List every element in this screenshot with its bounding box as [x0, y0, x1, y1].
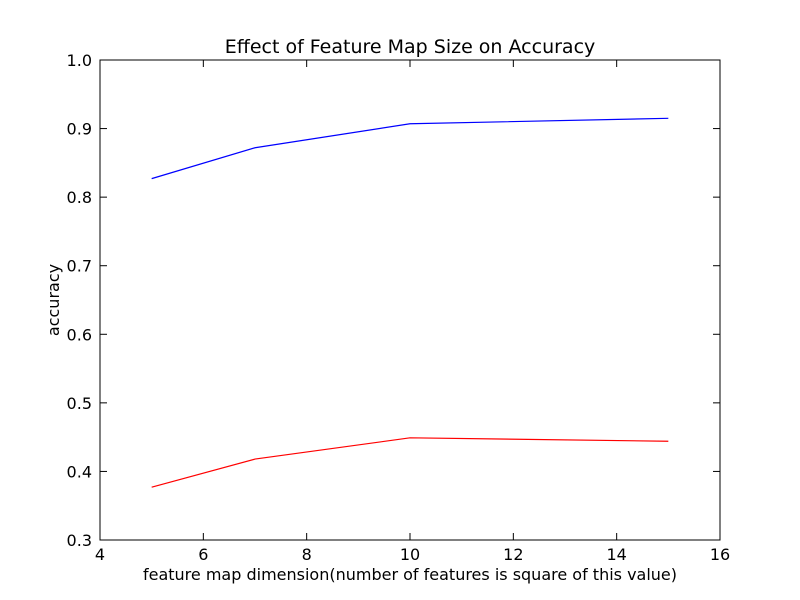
x-axis-title: feature map dimension(number of features… — [143, 565, 677, 584]
y-tick-label: 1.0 — [67, 51, 92, 70]
x-tick-label: 12 — [503, 545, 523, 564]
y-tick-label: 0.4 — [67, 462, 92, 481]
tick-layer: 4 6 8 10 12 14 16 0.3 0.4 0.5 0.6 0.7 0.8 0.9 1.0 — [67, 51, 731, 564]
y-tick-label: 0.6 — [67, 325, 92, 344]
y-tick-label: 0.8 — [67, 188, 92, 207]
y-tick-label: 0.5 — [67, 394, 92, 413]
x-tick-label: 8 — [302, 545, 312, 564]
y-axis-title: accuracy — [44, 264, 63, 336]
chart-title: Effect of Feature Map Size on Accuracy — [225, 36, 596, 58]
x-tick-label: 6 — [198, 545, 208, 564]
y-tick-label: 0.9 — [67, 120, 92, 139]
x-tick-label: 14 — [606, 545, 626, 564]
x-tick-label: 16 — [710, 545, 730, 564]
series-line-2 — [151, 437, 669, 488]
x-tick-label: 4 — [95, 545, 105, 564]
x-tick-label: 10 — [400, 545, 420, 564]
y-tick-label: 0.7 — [67, 257, 92, 276]
series-layer — [151, 117, 669, 488]
series-line-1 — [151, 117, 669, 180]
y-tick-label: 0.3 — [67, 531, 92, 550]
plot-frame — [99, 59, 721, 541]
